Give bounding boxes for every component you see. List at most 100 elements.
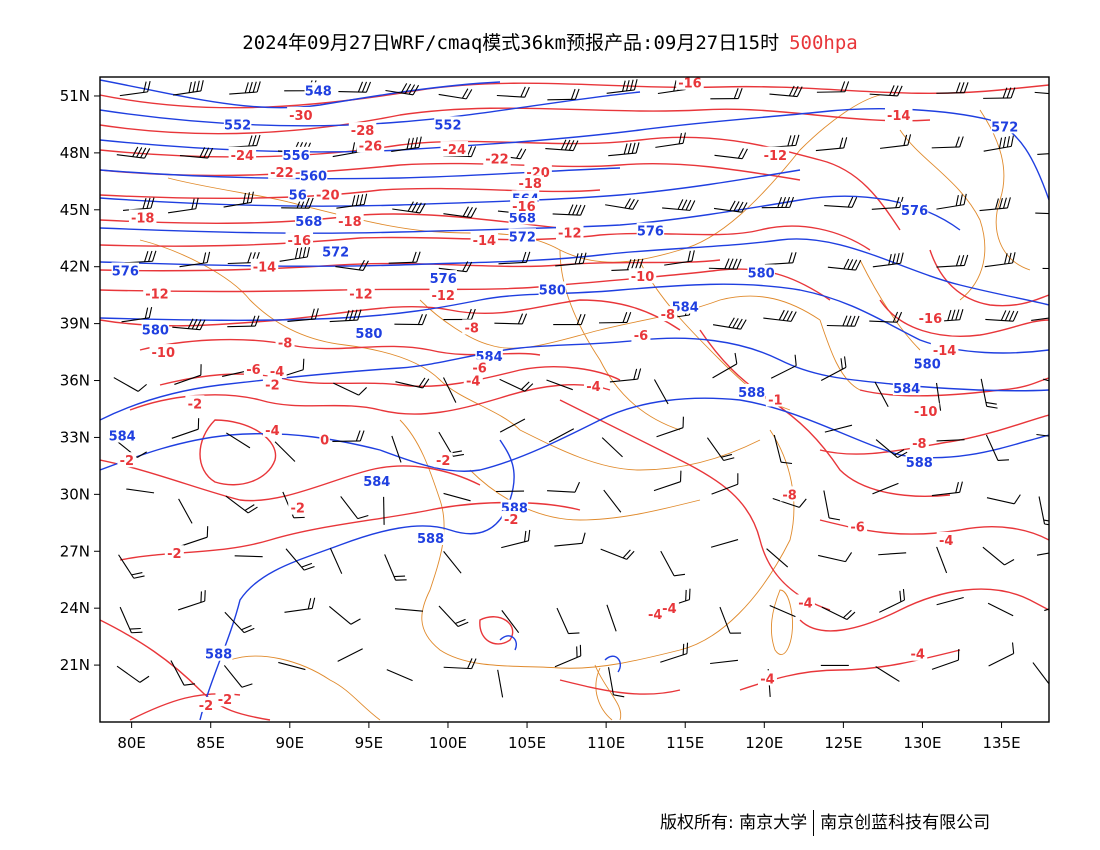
temperature-label: -26 [359, 139, 383, 154]
wind-barb [601, 437, 623, 458]
label-knockout [108, 427, 136, 443]
footer-left: 版权所有: 南京大学 [660, 813, 808, 833]
height-label: 56 [289, 189, 307, 204]
y-tick-label: 24N [60, 599, 90, 617]
label-knockout [990, 118, 1019, 134]
wind-barb [655, 132, 686, 148]
wind-barb [606, 79, 638, 94]
label-knockout [658, 306, 678, 322]
wind-barb [391, 136, 422, 152]
label-knockout [884, 106, 913, 122]
geopotential-height-contours [100, 79, 1049, 721]
temperature-label: -10 [631, 270, 655, 285]
label-knockout [631, 327, 651, 342]
wind-barb [119, 81, 151, 97]
wind-barb [443, 658, 477, 670]
wind-barb [761, 196, 795, 209]
height-label: 588 [417, 532, 444, 547]
wind-barb [552, 204, 586, 216]
wind-barb [706, 437, 735, 462]
label-knockout [908, 645, 928, 661]
wind-barb [225, 495, 258, 514]
wind-barb [869, 85, 903, 97]
wind-barb [1038, 496, 1049, 526]
temperature-label: -16 [678, 77, 702, 92]
label-knockout [111, 262, 140, 278]
wind-barb [600, 548, 635, 560]
wind-barb [1042, 267, 1049, 270]
wind-barb [987, 602, 1014, 617]
height-label: 548 [305, 84, 332, 99]
height-label: 580 [142, 323, 169, 338]
x-tick-label: 120E [745, 734, 783, 752]
label-knockout [356, 137, 385, 153]
label-knockout [936, 531, 956, 547]
label-knockout [223, 116, 252, 132]
wind-barb [979, 197, 1011, 212]
label-knockout [262, 421, 282, 437]
label-knockout [196, 696, 216, 712]
wind-barb [984, 252, 1016, 268]
wind-barb [662, 199, 696, 211]
wind-barb [179, 147, 214, 159]
wind-barb [340, 496, 369, 520]
wind-barb [1036, 552, 1049, 556]
temperature-label: -12 [558, 227, 582, 242]
label-knockout [659, 600, 679, 616]
wind-barb [337, 648, 363, 662]
wind-barb [546, 379, 573, 391]
temperature-label: -2 [218, 693, 232, 708]
temperature-label: -16 [288, 234, 312, 249]
wind-barb [285, 548, 315, 571]
label-knockout [243, 361, 263, 377]
wind-barb [329, 547, 343, 574]
wind-barb [763, 309, 797, 322]
temperature-label: -10 [152, 346, 176, 361]
wind-barb [223, 191, 254, 208]
label-knockout [287, 106, 315, 122]
height-label: 572 [509, 230, 536, 245]
y-tick-label: 36N [60, 372, 90, 390]
temperature-label: -14 [253, 261, 277, 276]
wind-barb [554, 644, 582, 668]
wind-barb [826, 315, 860, 327]
label-knockout [909, 435, 929, 451]
temperature-label: -12 [764, 149, 788, 164]
label-knockout [228, 146, 257, 162]
wind-barb [168, 197, 199, 214]
temperature-label: -2 [290, 502, 304, 517]
wind-barb [547, 88, 580, 101]
wind-barb [180, 526, 209, 547]
wind-barb [656, 416, 684, 438]
wind-barb [391, 435, 402, 463]
temperature-label: -4 [939, 534, 953, 549]
y-tick-label: 42N [60, 258, 90, 276]
label-knockout [416, 529, 445, 545]
label-knockout [583, 378, 603, 394]
map-frame [99, 76, 1050, 723]
wind-barb [438, 605, 469, 627]
wind-barb [501, 610, 520, 634]
wind-barb [607, 667, 625, 698]
wind-barb [878, 552, 907, 556]
wind-barb [983, 87, 1016, 99]
temperature-label: -8 [278, 337, 292, 352]
label-knockout [288, 499, 308, 515]
wind-barb [824, 196, 858, 208]
wind-barb [395, 608, 424, 612]
wind-barb [336, 193, 368, 209]
wind-barb [386, 669, 413, 682]
wind-barb [710, 659, 739, 665]
label-knockout [363, 473, 391, 489]
wind-barb [708, 258, 742, 270]
copyright-footer: 版权所有: 南京大学 南京创蓝科技有限公司 [660, 808, 990, 836]
temperature-label: -18 [338, 215, 362, 230]
label-knockout [117, 452, 137, 468]
wind-barb [1032, 662, 1049, 685]
label-knockout [128, 209, 157, 225]
temperature-label: -8 [464, 321, 478, 336]
label-knockout [470, 232, 499, 248]
label-knockout [780, 486, 800, 502]
wind-barb [383, 496, 385, 525]
label-knockout [516, 175, 544, 191]
